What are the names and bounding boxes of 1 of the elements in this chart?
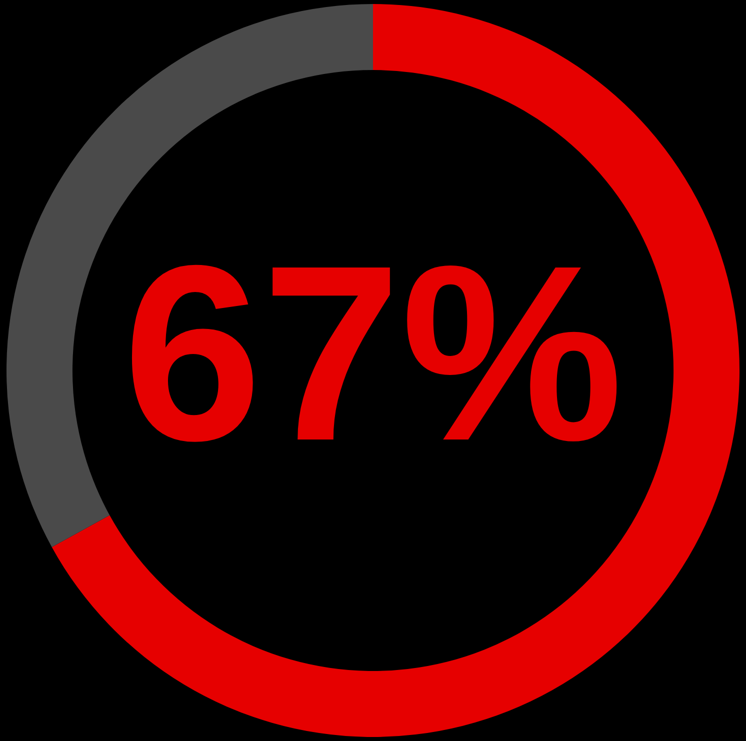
data-label: 67% <box>122 213 624 492</box>
